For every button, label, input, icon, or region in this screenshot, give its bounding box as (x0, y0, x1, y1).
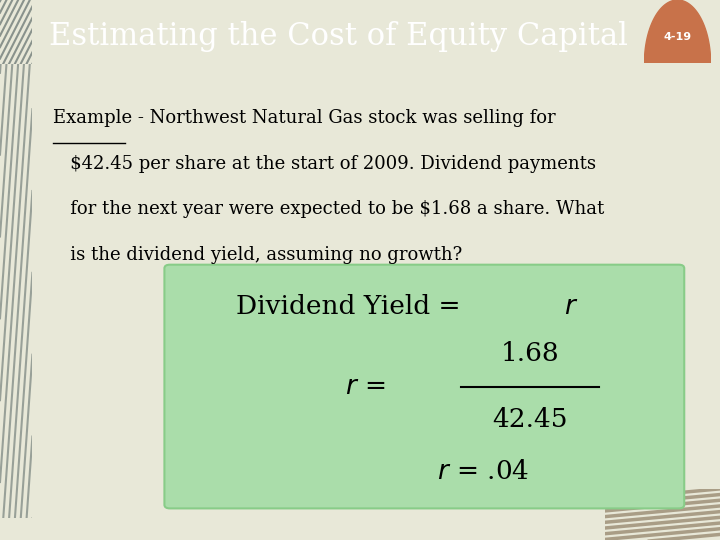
Text: 42.45: 42.45 (492, 407, 568, 432)
Text: 1.68: 1.68 (501, 341, 559, 366)
Text: Estimating the Cost of Equity Capital: Estimating the Cost of Equity Capital (49, 22, 628, 52)
Text: Example - Northwest Natural Gas stock was selling for: Example - Northwest Natural Gas stock wa… (53, 109, 556, 127)
Text: for the next year were expected to be $1.68 a share. What: for the next year were expected to be $1… (53, 200, 604, 218)
Text: 4-19: 4-19 (663, 32, 692, 42)
Text: is the dividend yield, assuming no growth?: is the dividend yield, assuming no growt… (53, 246, 462, 264)
FancyBboxPatch shape (164, 265, 684, 508)
Text: $r$: $r$ (564, 294, 578, 319)
Text: Dividend Yield =: Dividend Yield = (236, 294, 469, 319)
Text: $42.45 per share at the start of 2009. Dividend payments: $42.45 per share at the start of 2009. D… (53, 154, 596, 173)
Text: $r$ = .04: $r$ = .04 (437, 459, 530, 484)
Polygon shape (644, 0, 711, 63)
Text: $r$ =: $r$ = (346, 374, 386, 399)
